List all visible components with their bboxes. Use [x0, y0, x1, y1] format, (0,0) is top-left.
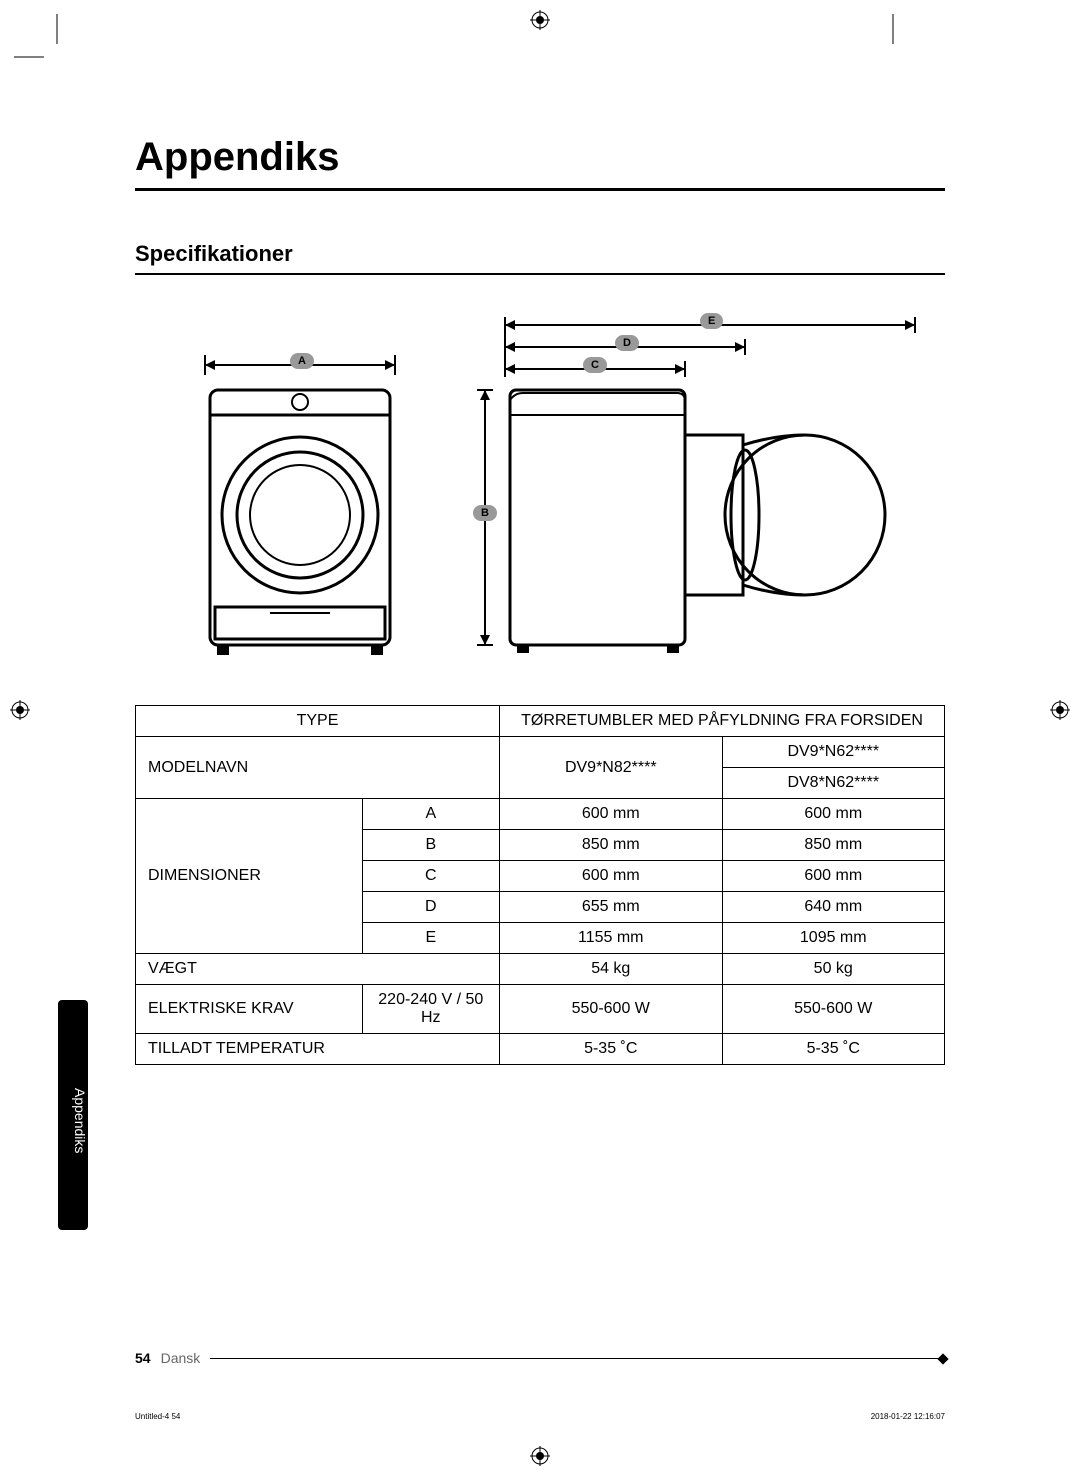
table-header-desc: TØRRETUMBLER MED PÅFYLDNING FRA FORSIDEN — [500, 706, 945, 737]
page-language: Dansk — [161, 1350, 201, 1366]
footer-rule — [210, 1358, 945, 1359]
registration-mark — [530, 10, 550, 30]
registration-mark — [530, 1446, 550, 1466]
page-number: 54 — [135, 1350, 151, 1366]
row-modelnavn: MODELNAVN — [136, 737, 500, 799]
row-elektrisk: ELEKTRISKE KRAV — [136, 985, 363, 1034]
row-temp: TILLADT TEMPERATUR — [136, 1034, 500, 1065]
cell: 50 kg — [722, 954, 945, 985]
dim-label-d: D — [615, 335, 639, 351]
specifications-table: TYPE TØRRETUMBLER MED PÅFYLDNING FRA FOR… — [135, 705, 945, 1065]
table-header-type: TYPE — [136, 706, 500, 737]
cell: 850 mm — [500, 830, 722, 861]
dim-label-b: B — [473, 505, 497, 521]
dimension-diagram: A — [135, 315, 945, 675]
page-footer: 54 Dansk — [135, 1350, 945, 1366]
crop-mark — [886, 14, 900, 28]
cell: 600 mm — [722, 861, 945, 892]
sidebar-tab: Appendiks — [58, 1000, 88, 1230]
dim-label-c: C — [583, 357, 607, 373]
row-dimensioner: DIMENSIONER — [136, 799, 363, 954]
cell: 5-35 ˚C — [722, 1034, 945, 1065]
cell: DV9*N62**** — [722, 737, 945, 768]
cell: 640 mm — [722, 892, 945, 923]
cell: 550-600 W — [722, 985, 945, 1034]
dim-label-e: E — [700, 313, 723, 329]
row-vaegt: VÆGT — [136, 954, 500, 985]
cell: 5-35 ˚C — [500, 1034, 722, 1065]
cell: E — [362, 923, 500, 954]
cell: 550-600 W — [500, 985, 722, 1034]
section-title: Specifikationer — [135, 241, 945, 275]
cell: D — [362, 892, 500, 923]
cell: 850 mm — [722, 830, 945, 861]
cell: DV8*N62**** — [722, 768, 945, 799]
cell: 1095 mm — [722, 923, 945, 954]
cell: 600 mm — [500, 799, 722, 830]
cell: B — [362, 830, 500, 861]
cell: 655 mm — [500, 892, 722, 923]
cell: 600 mm — [722, 799, 945, 830]
cell: 1155 mm — [500, 923, 722, 954]
chapter-title: Appendiks — [135, 135, 945, 191]
cell: DV9*N82**** — [500, 737, 722, 799]
crop-mark — [14, 50, 28, 64]
cell: A — [362, 799, 500, 830]
crop-mark — [50, 14, 64, 28]
cell: C — [362, 861, 500, 892]
footer-timestamp: 2018-01-22 12:16:07 — [871, 1412, 945, 1421]
registration-mark — [10, 700, 30, 720]
dryer-front-diagram — [195, 345, 415, 665]
cell: 600 mm — [500, 861, 722, 892]
dryer-side-diagram — [475, 315, 935, 665]
registration-mark — [1050, 700, 1070, 720]
cell: 54 kg — [500, 954, 722, 985]
cell: 220-240 V / 50 Hz — [362, 985, 500, 1034]
footer-filename: Untitled-4 54 — [135, 1412, 180, 1421]
dim-label-a: A — [290, 353, 314, 369]
